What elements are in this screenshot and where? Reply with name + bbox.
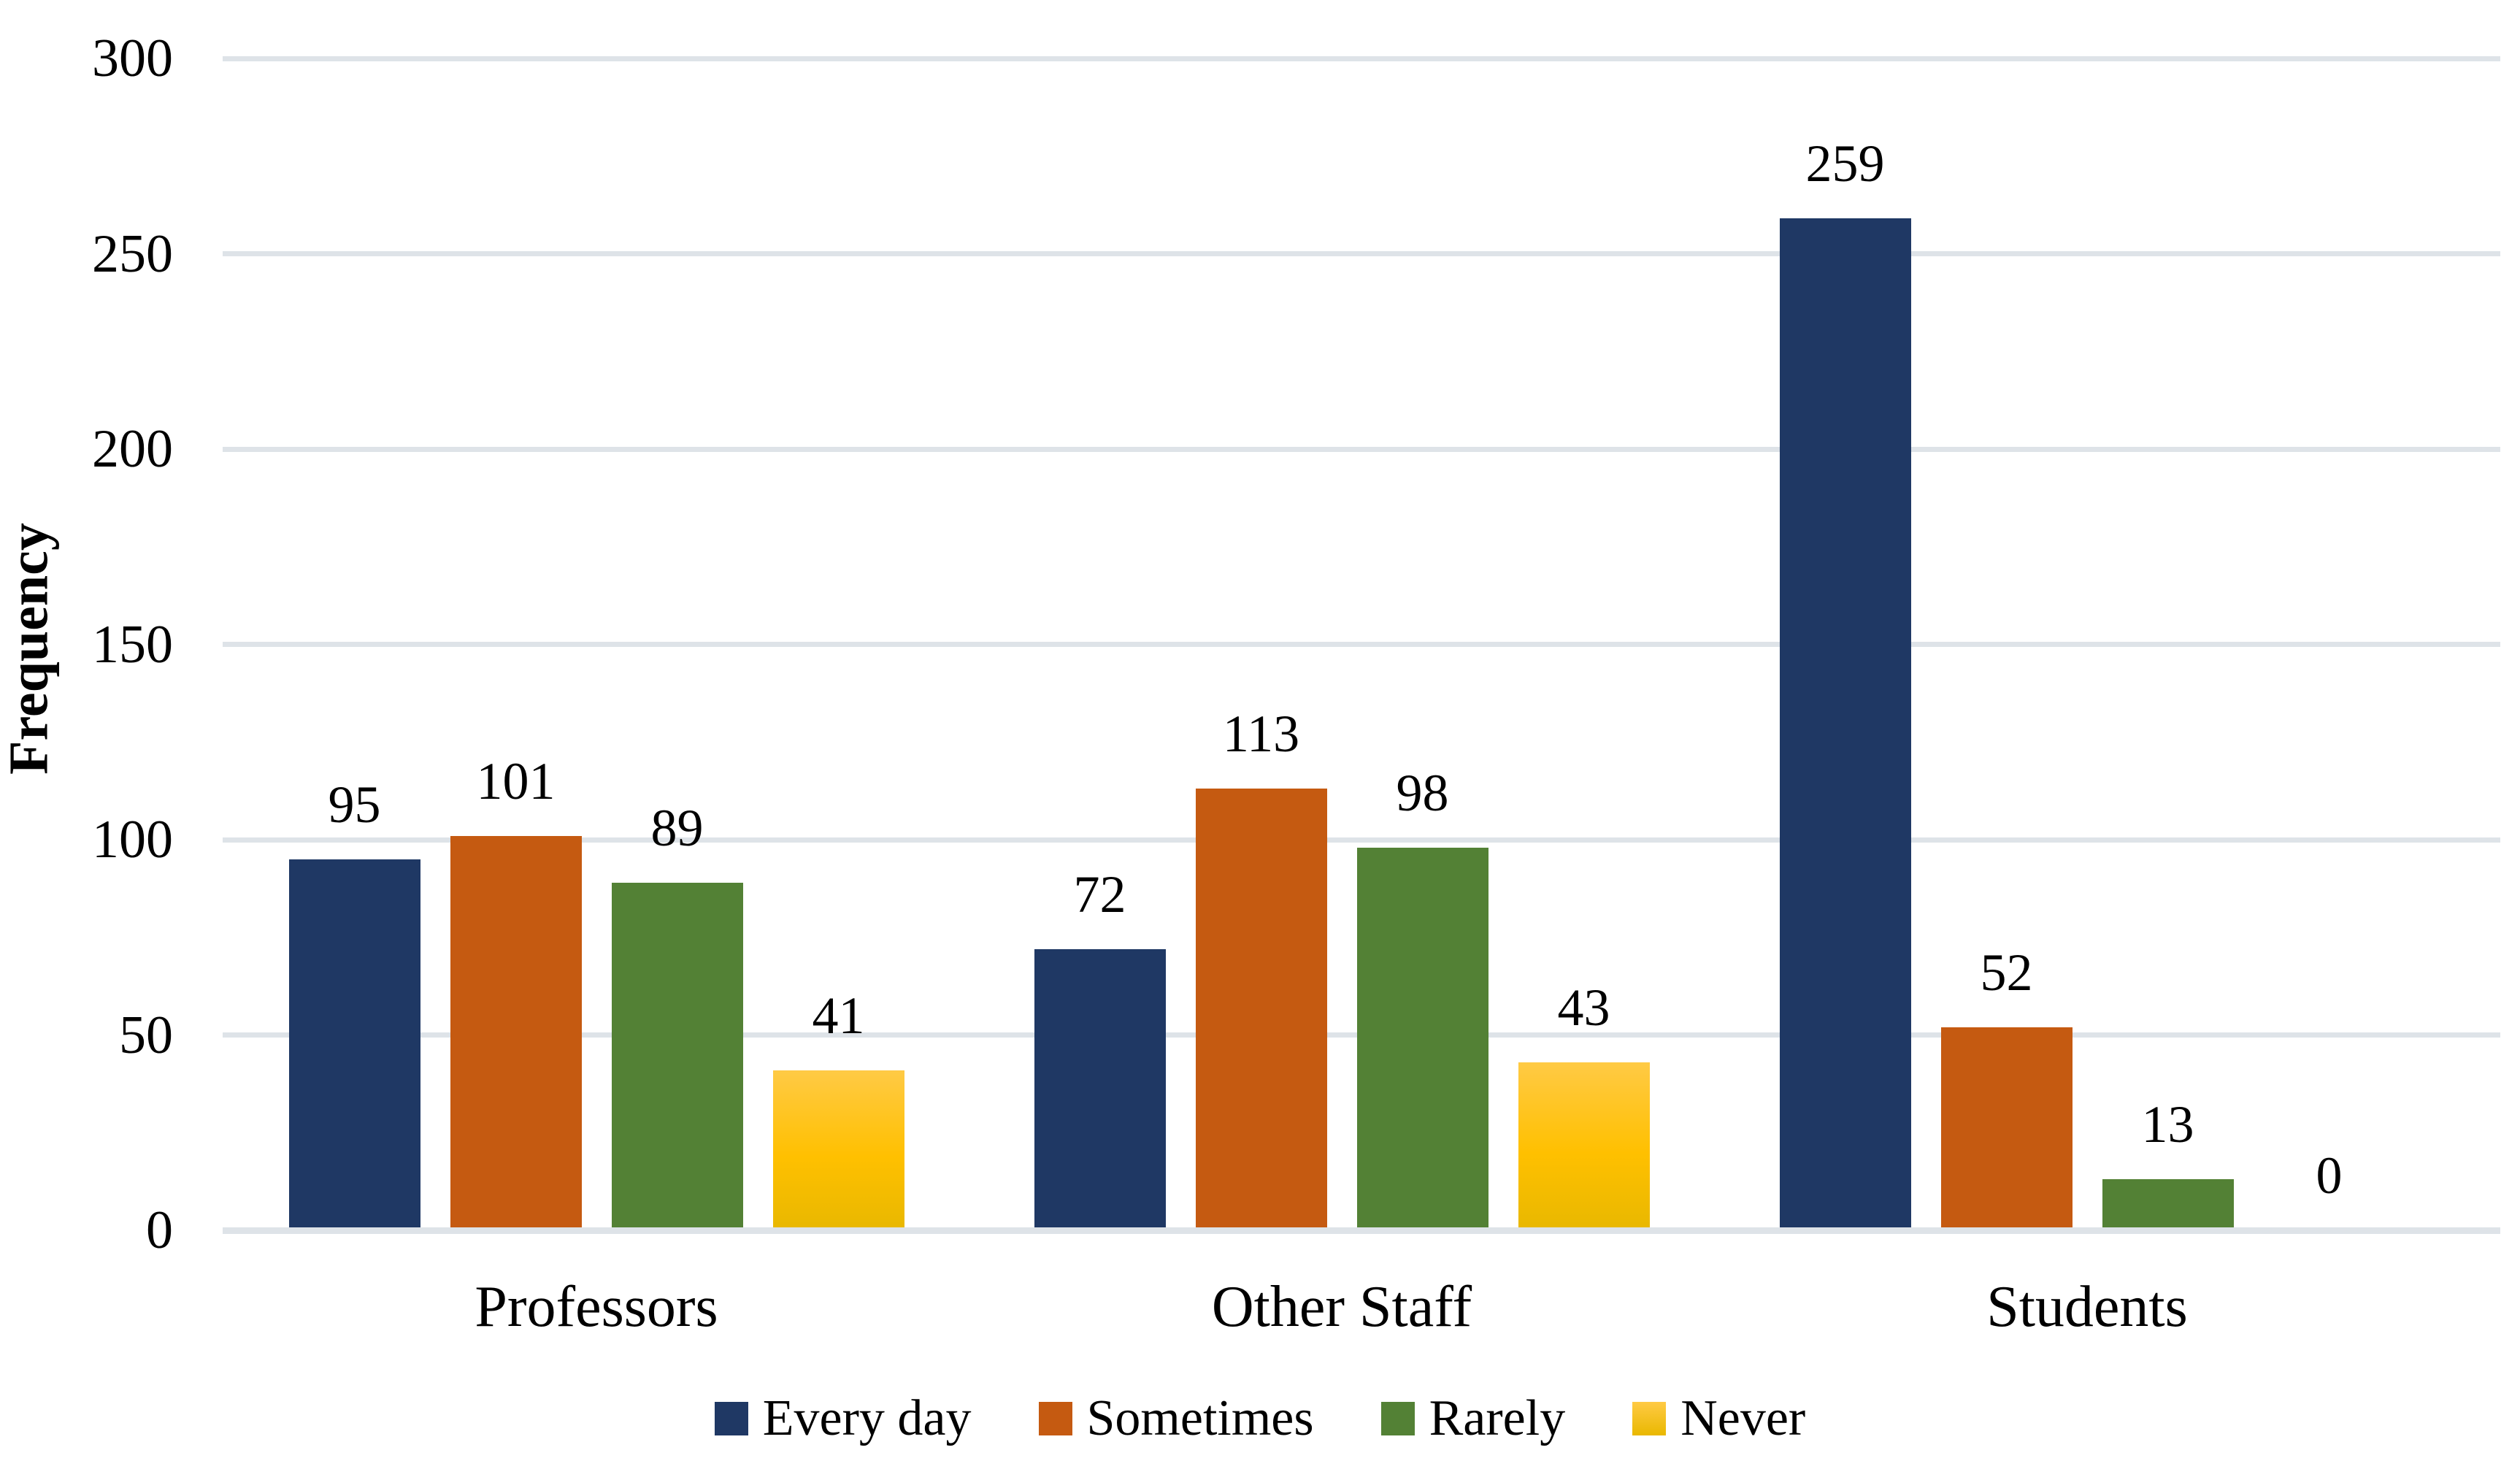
bar: [1518, 1062, 1650, 1227]
value-label: 72: [1073, 864, 1126, 924]
bar: [1034, 948, 1166, 1227]
legend-label: Rarely: [1429, 1390, 1566, 1446]
gridline: [223, 837, 2500, 843]
bar: [1940, 1027, 2073, 1227]
legend-swatch: [1632, 1402, 1667, 1435]
legend-item: Rarely: [1380, 1389, 1566, 1448]
category-label: Other Staff: [1211, 1275, 1472, 1339]
y-tick-label: 300: [92, 28, 173, 88]
value-label: 259: [1805, 134, 1885, 193]
x-axis-line: [223, 1227, 2500, 1234]
legend-item: Never: [1632, 1389, 1805, 1448]
legend-label: Every day: [762, 1390, 972, 1446]
y-tick-label: 50: [119, 1005, 173, 1065]
value-label: 13: [2141, 1095, 2194, 1154]
legend: Every day Sometimes Rarely Never: [0, 1382, 2520, 1455]
bar: [2102, 1179, 2234, 1227]
value-label: 52: [1980, 943, 2033, 1002]
gridline: [223, 55, 2500, 61]
legend-swatch: [1380, 1402, 1415, 1435]
value-label: 113: [1222, 705, 1300, 764]
legend-item: Every day: [714, 1389, 972, 1448]
y-tick-label: 150: [92, 614, 173, 675]
bar: [1195, 789, 1327, 1227]
gridline: [223, 446, 2500, 452]
y-tick-label: 100: [92, 810, 173, 870]
value-label: 43: [1557, 978, 1610, 1037]
legend-swatch: [714, 1402, 748, 1435]
y-tick-label: 200: [92, 419, 173, 479]
value-label: 0: [2316, 1146, 2343, 1205]
gridline: [223, 642, 2500, 647]
bar: [450, 835, 582, 1227]
value-label: 41: [812, 986, 865, 1045]
value-label: 98: [1396, 763, 1449, 822]
legend-item: Sometimes: [1038, 1389, 1314, 1448]
category-label: Students: [1986, 1275, 2188, 1339]
bar: [611, 882, 743, 1227]
legend-swatch: [1038, 1402, 1072, 1435]
legend-label: Sometimes: [1086, 1390, 1314, 1446]
category-label: Professors: [475, 1275, 718, 1339]
y-tick-label: 250: [92, 223, 173, 284]
bar: [772, 1070, 904, 1227]
value-label: 89: [650, 798, 704, 857]
legend-label: Never: [1680, 1390, 1806, 1446]
value-label: 101: [476, 751, 556, 810]
gridline: [223, 251, 2500, 256]
value-label: 95: [328, 775, 381, 834]
y-tick-label: 0: [146, 1200, 173, 1260]
bar: [1356, 847, 1488, 1227]
bar: [288, 859, 420, 1227]
bar: [1779, 218, 1911, 1227]
